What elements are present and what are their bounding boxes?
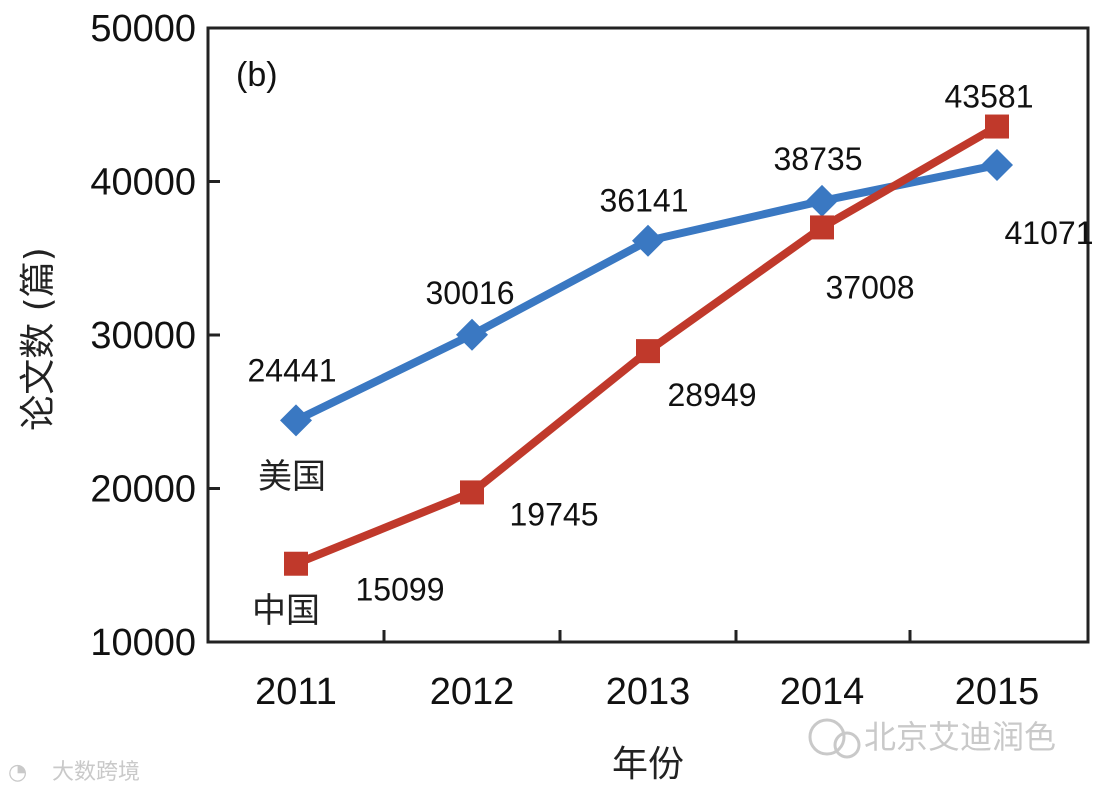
- data-point-marker: [981, 149, 1013, 182]
- x-tick-label: 2014: [780, 671, 865, 713]
- data-label: 15099: [356, 572, 445, 608]
- data-point-marker: [456, 318, 488, 351]
- data-point-marker: [284, 551, 308, 576]
- series-name-label: 中国: [252, 591, 320, 631]
- wechat-icon: [808, 718, 846, 756]
- data-point-marker: [280, 404, 312, 437]
- x-tick-label: 2011: [255, 671, 337, 713]
- data-point-marker: [460, 480, 484, 505]
- watermark-left-text: 大数跨境: [52, 760, 140, 785]
- y-axis-title: 论文数 (篇): [18, 247, 59, 431]
- wechat-icon-bubble: [833, 731, 861, 759]
- y-tick-label: 20000: [90, 469, 196, 511]
- x-tick-label: 2015: [955, 671, 1040, 713]
- data-point-marker: [636, 339, 660, 364]
- data-point-marker: [806, 184, 838, 217]
- data-label: 36141: [600, 183, 689, 219]
- data-label: 30016: [426, 275, 515, 311]
- watermark-right: 北京艾迪润色: [808, 718, 1056, 759]
- data-point-marker: [985, 114, 1009, 139]
- y-tick-label: 50000: [90, 8, 196, 50]
- data-label: 41071: [1005, 215, 1094, 251]
- y-tick-label: 40000: [90, 162, 196, 204]
- panel-label: (b): [236, 56, 278, 94]
- data-label: 43581: [945, 79, 1034, 115]
- axes-layer: 10000 20000 30000 40000 50000 2011 2012 2013 201…: [90, 8, 1090, 713]
- data-label: 38735: [774, 141, 863, 177]
- data-point-marker: [632, 224, 664, 257]
- data-point-marker: [810, 215, 834, 240]
- watermark-right-text: 北京艾迪润色: [864, 718, 1056, 756]
- x-tick-label: 2012: [430, 671, 515, 713]
- x-tick-label: 2013: [606, 671, 691, 713]
- watermark-left: ◔ 大数跨境: [8, 760, 140, 785]
- data-label: 19745: [510, 496, 599, 532]
- weibo-icon: ◔: [8, 760, 27, 785]
- data-label: 28949: [668, 377, 757, 413]
- data-label: 37008: [826, 269, 915, 305]
- y-tick-label: 10000: [90, 622, 196, 664]
- series-name-label: 美国: [258, 457, 326, 497]
- label-layer: 24441 30016 36141 38735 41071 15099 19745 28949…: [248, 79, 1094, 631]
- x-axis-title: 年份: [612, 744, 684, 785]
- series-layer: [280, 114, 1013, 576]
- y-tick-label: 30000: [90, 315, 196, 357]
- data-label: 24441: [248, 352, 337, 388]
